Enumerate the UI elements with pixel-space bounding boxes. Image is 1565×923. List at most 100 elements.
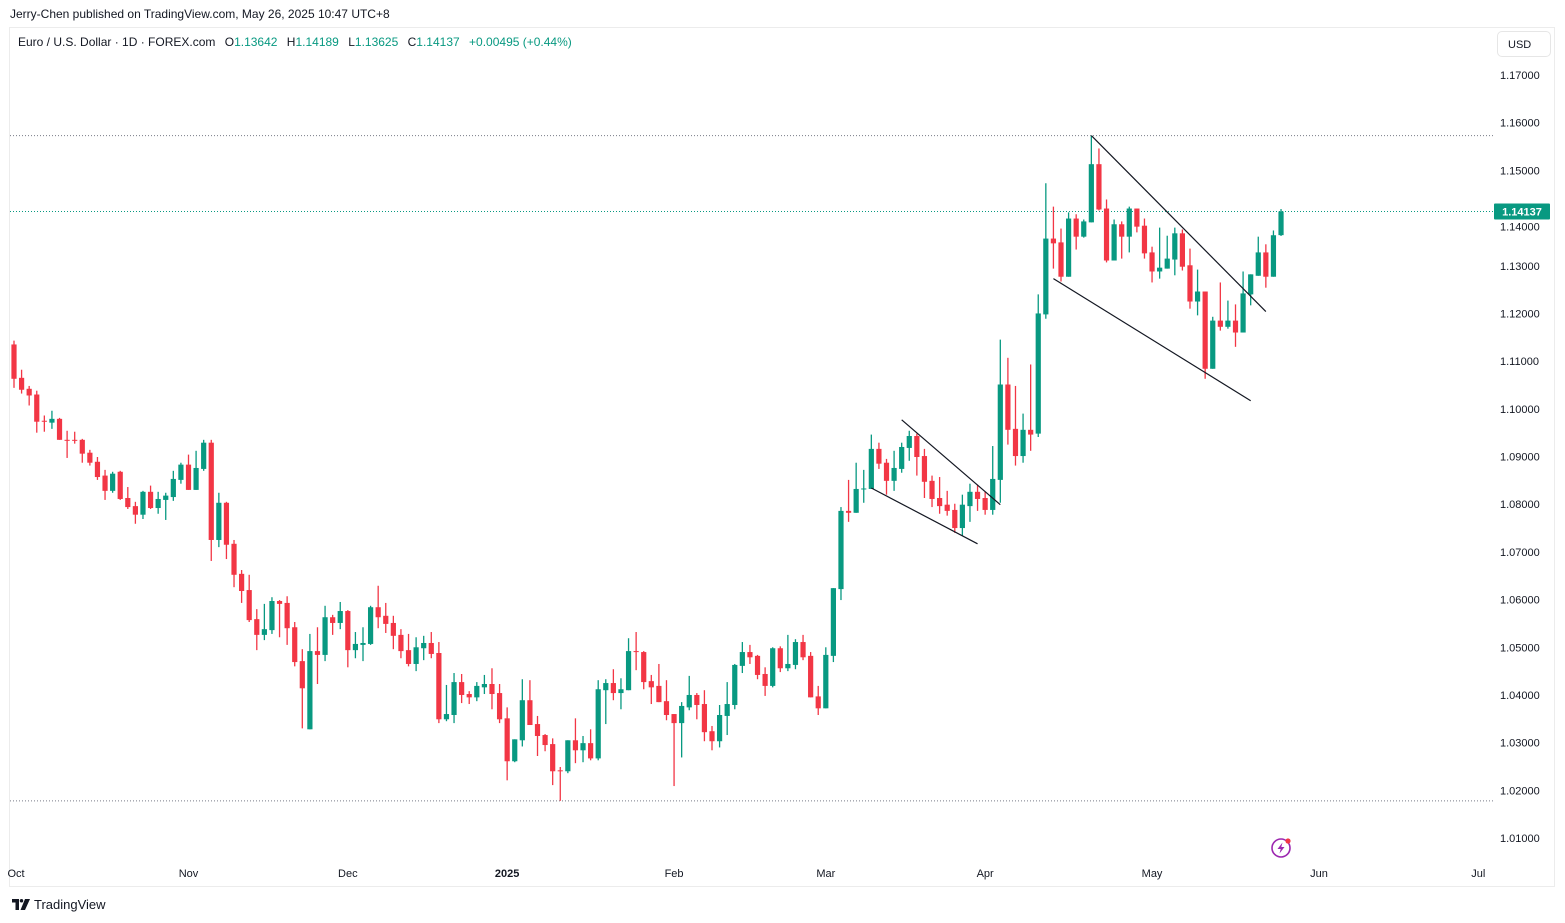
- candle-body: [618, 689, 624, 694]
- candle-body: [550, 744, 556, 772]
- candle: [519, 679, 525, 747]
- candle: [853, 462, 859, 513]
- candle-body: [496, 693, 503, 720]
- candle-body: [1270, 235, 1277, 277]
- candle-body: [1126, 208, 1132, 237]
- candle: [914, 433, 920, 476]
- candle: [34, 390, 40, 433]
- candle-body: [929, 480, 935, 499]
- price-tick-label: 1.16000: [1500, 118, 1540, 130]
- candle-body: [1248, 274, 1254, 295]
- price-tick-label: 1.11000: [1500, 356, 1539, 368]
- candle-body: [724, 704, 730, 716]
- candle: [94, 456, 101, 480]
- candle-body: [883, 462, 890, 481]
- candle: [201, 439, 207, 471]
- candle-body: [853, 488, 859, 513]
- candle-body: [686, 694, 692, 708]
- candle-body: [1050, 238, 1057, 244]
- tradingview-logo[interactable]: TradingView: [12, 897, 106, 912]
- candle: [1210, 316, 1216, 369]
- candle: [147, 485, 154, 509]
- trendlines[interactable]: [871, 135, 1267, 545]
- candle-body: [565, 740, 571, 772]
- candle: [496, 684, 503, 724]
- candle: [641, 651, 647, 690]
- open-value: 1.13642: [234, 35, 278, 49]
- candle: [694, 693, 700, 720]
- candle: [618, 678, 624, 710]
- candle: [1096, 148, 1102, 211]
- candle: [1111, 219, 1117, 261]
- time-tick-label: Feb: [665, 868, 684, 880]
- trendline[interactable]: [871, 487, 978, 545]
- candle-body: [421, 642, 427, 649]
- candle: [921, 448, 928, 499]
- candle-body: [959, 504, 965, 529]
- candle-body: [299, 661, 305, 689]
- candle-body: [254, 619, 260, 635]
- candle-body: [1043, 238, 1049, 315]
- candle: [762, 667, 768, 696]
- candle: [1225, 300, 1231, 329]
- candle-body: [117, 471, 123, 499]
- candle: [140, 490, 146, 519]
- candle-body: [132, 506, 138, 515]
- price-tick-label: 1.17000: [1500, 70, 1540, 82]
- time-axis[interactable]: Oct Nov Dec 2025 Feb Mar Apr May Jun Jul: [7, 868, 1485, 880]
- candle-body: [808, 655, 814, 698]
- candle: [64, 430, 70, 458]
- candle: [823, 647, 829, 709]
- candle-body: [94, 461, 101, 478]
- candle: [1103, 199, 1110, 263]
- price-tick-label: 1.09000: [1500, 452, 1540, 464]
- candle-body: [375, 607, 381, 618]
- candle: [398, 629, 404, 659]
- candle-body: [1081, 221, 1087, 237]
- candle-body: [588, 743, 594, 759]
- candle: [269, 597, 275, 634]
- candle: [1035, 294, 1041, 437]
- trendline[interactable]: [901, 419, 1001, 506]
- price-tick-label: 1.14000: [1500, 222, 1540, 234]
- symbol-title[interactable]: Euro / U.S. Dollar · 1D · FOREX.com: [18, 35, 216, 49]
- candle: [625, 638, 632, 691]
- candle: [1240, 271, 1246, 333]
- candle-body: [11, 344, 17, 379]
- candle: [489, 668, 495, 710]
- candle-body: [937, 498, 943, 507]
- candle: [1065, 212, 1072, 277]
- candle-body: [504, 718, 510, 762]
- candle: [443, 684, 450, 722]
- candle-body: [777, 648, 783, 669]
- candle-body: [1202, 291, 1208, 369]
- price-tick-label: 1.07000: [1500, 547, 1540, 559]
- lightning-icon[interactable]: [1271, 838, 1291, 858]
- candle-body: [633, 651, 639, 653]
- candle: [739, 642, 745, 674]
- candle-body: [974, 491, 981, 499]
- candle-body: [830, 588, 836, 656]
- candle: [959, 494, 965, 536]
- current-price-badge: 1.14137: [1494, 203, 1550, 220]
- candle-body: [542, 735, 548, 746]
- candle: [125, 487, 131, 509]
- candle-body: [534, 724, 541, 736]
- candle: [716, 704, 723, 748]
- candle-body: [899, 446, 905, 469]
- candle-body: [1028, 429, 1034, 435]
- candle-body: [997, 384, 1003, 480]
- high-label: H: [286, 35, 296, 49]
- trendline[interactable]: [1053, 278, 1251, 402]
- candle: [117, 470, 123, 500]
- candle: [375, 585, 381, 629]
- candle: [1134, 208, 1140, 233]
- currency-button[interactable]: USD: [1497, 31, 1551, 57]
- price-axis[interactable]: 1.17000 1.16000 1.15000 1.14000 1.13000 1.120…: [1500, 70, 1540, 845]
- candle: [747, 644, 753, 664]
- candle: [102, 469, 108, 500]
- candle: [1050, 206, 1057, 269]
- candle-body: [701, 704, 708, 733]
- trendline[interactable]: [1090, 135, 1267, 312]
